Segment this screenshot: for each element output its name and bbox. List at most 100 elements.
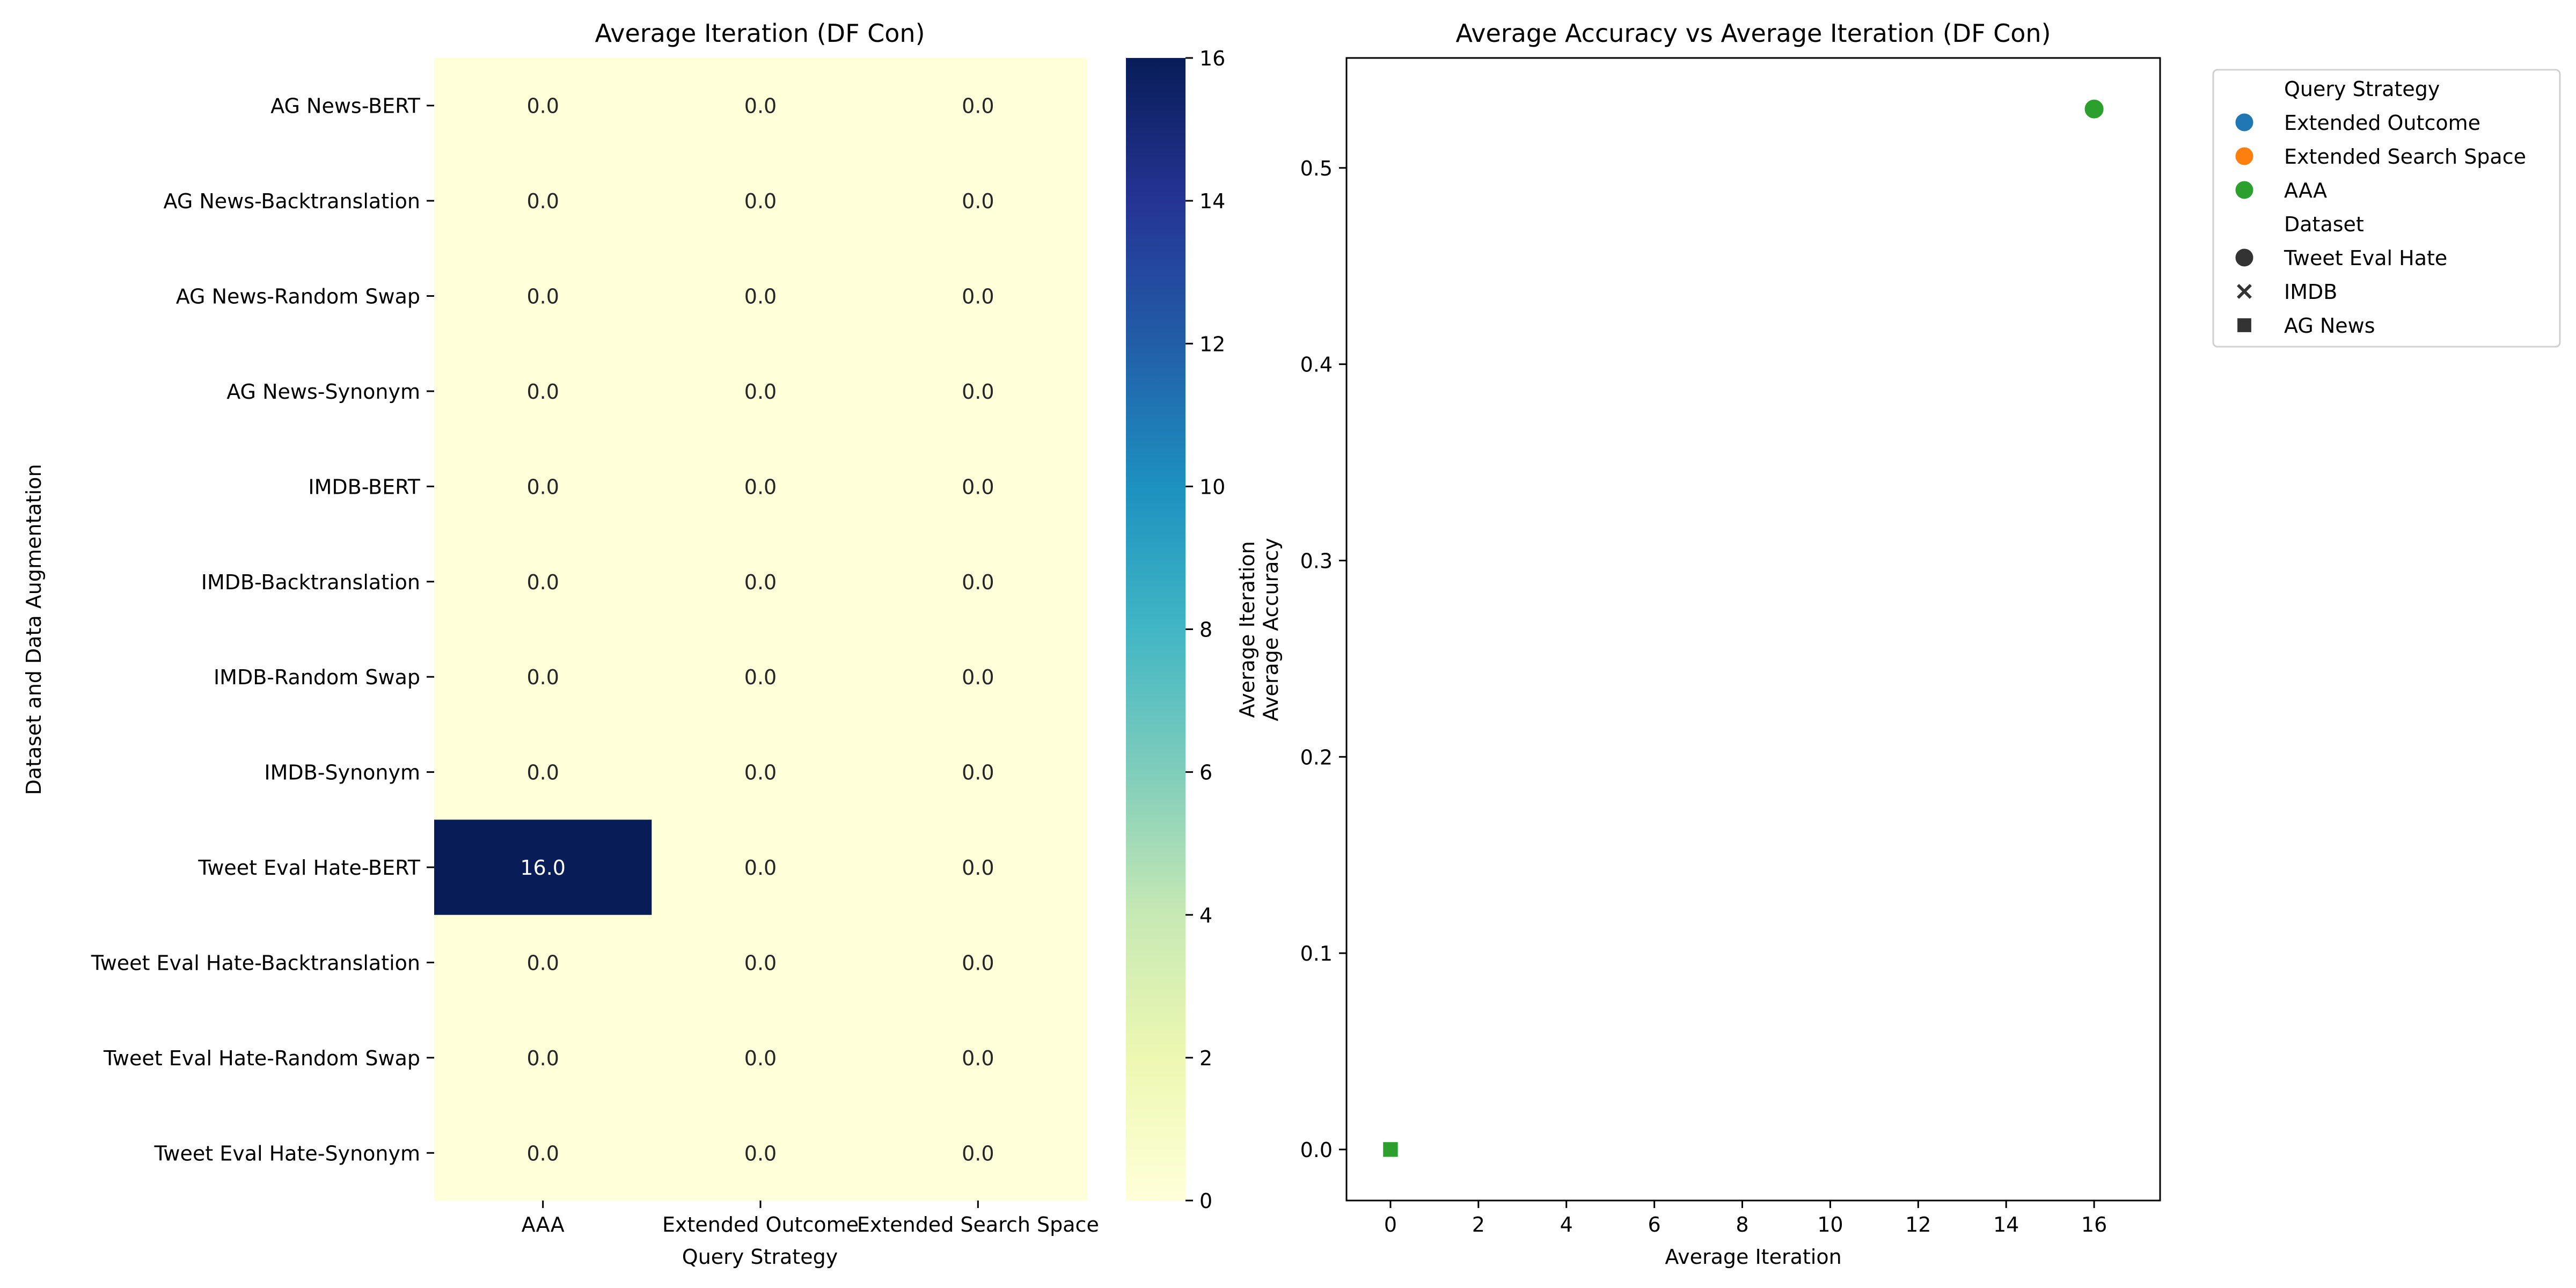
- heatmap-cell: [869, 438, 1087, 535]
- legend-entry-label: Tweet Eval Hate: [2284, 246, 2447, 270]
- heatmap-row-label: IMDB-BERT: [308, 475, 420, 499]
- heatmap-x-axis-label: Query Strategy: [682, 1245, 838, 1269]
- heatmap-cell-value: 0.0: [962, 951, 994, 975]
- heatmap-row-labels: AG News-BERT AG News-Backtranslation AG Ne…: [91, 94, 434, 1165]
- heatmap-cell: [652, 343, 870, 440]
- heatmap-cell-value: 0.0: [744, 1141, 777, 1165]
- colorbar-tick-label: 10: [1199, 475, 1225, 499]
- scatter-y-tick-label: 0.3: [1300, 549, 1333, 573]
- legend-entry-label: Extended Outcome: [2284, 111, 2480, 135]
- heatmap-cell: [869, 914, 1087, 1011]
- scatter-x-tick-label: 6: [1648, 1213, 1661, 1236]
- heatmap-cell: [434, 1010, 652, 1106]
- heatmap-cell: [869, 1010, 1087, 1106]
- colorbar-gradient: [1126, 58, 1185, 1201]
- heatmap-cell-value: 0.0: [526, 285, 559, 309]
- heatmap-cell: [652, 819, 870, 916]
- legend-entry-label: IMDB: [2284, 280, 2337, 304]
- heatmap-cell-value: 0.0: [526, 1046, 559, 1070]
- heatmap-cell-labels: 0.0 0.0 0.0 0.0 0.0 0.0 0.0 0.0 0.0 0.0 0.0 0.0 0.0 0…: [520, 94, 994, 1166]
- heatmap-cell: [434, 819, 652, 916]
- heatmap-cell: [434, 58, 652, 153]
- scatter-y-tick-label: 0.4: [1300, 353, 1333, 377]
- heatmap-cell-value: 0.0: [526, 475, 559, 499]
- legend-marker: [2234, 145, 2255, 167]
- legend-section-title: Dataset: [2284, 213, 2364, 236]
- heatmap-cell: [869, 534, 1087, 630]
- heatmap-cell: [869, 58, 1087, 153]
- heatmap-column-label: Extended Outcome: [662, 1213, 859, 1236]
- scatter-x-tick-label: 16: [2081, 1213, 2107, 1236]
- scatter-point: [2083, 98, 2105, 120]
- heatmap-row-label: AG News-Backtranslation: [164, 189, 420, 213]
- scatter-y-ticks: 0.0 0.1 0.2 0.3 0.4 0.5: [1300, 157, 1346, 1162]
- heatmap-cell: [434, 914, 652, 1011]
- heatmap-cell-value: 0.0: [962, 189, 994, 213]
- heatmap-cell: [652, 248, 870, 344]
- heatmap-cell: [434, 343, 652, 440]
- scatter-x-axis-label: Average Iteration: [1665, 1245, 1841, 1269]
- legend-marker: [2234, 179, 2255, 201]
- heatmap-cell-value: 0.0: [526, 380, 559, 404]
- heatmap-cell-value: 0.0: [526, 570, 559, 594]
- scatter-legend: Query Strategy Extended Outcome Extended S…: [2212, 69, 2561, 348]
- scatter-plot-frame: [1345, 57, 2161, 1202]
- heatmap-cell-value: 0.0: [962, 94, 994, 118]
- heatmap-cell-value: 0.0: [962, 761, 994, 785]
- heatmap-row-label: AG News-Synonym: [226, 380, 420, 404]
- heatmap-cell-value: 0.0: [962, 1046, 994, 1070]
- heatmap-row-label: Tweet Eval Hate-Backtranslation: [91, 951, 420, 975]
- legend-marker: [2236, 317, 2253, 334]
- heatmap-cell-value: 16.0: [520, 856, 566, 880]
- heatmap-row-label: Tweet Eval Hate-Random Swap: [103, 1046, 420, 1070]
- scatter-x-tick-label: 12: [1905, 1213, 1931, 1236]
- heatmap-cell: [434, 534, 652, 630]
- heatmap-row-label: AG News-Random Swap: [176, 285, 420, 309]
- heatmap-chart: Average Iteration (DF Con) 0.0 0.0 0.00.0 0…: [22, 19, 1099, 1269]
- scatter-x-tick-label: 14: [1993, 1213, 2019, 1236]
- colorbar-tick-label: 0: [1199, 1189, 1212, 1213]
- legend-section-title: Query Strategy: [2284, 77, 2440, 101]
- legend-marker: [2234, 112, 2255, 133]
- scatter-x-tick-label: 10: [1817, 1213, 1843, 1236]
- heatmap-row-label: IMDB-Synonym: [264, 761, 420, 785]
- heatmap-cell-value: 0.0: [744, 856, 777, 880]
- heatmap-cell-value: 0.0: [526, 94, 559, 118]
- heatmap-y-axis-label: Dataset and Data Augmentation: [22, 464, 46, 795]
- heatmap-cell-value: 0.0: [526, 665, 559, 689]
- colorbar-tick-label: 6: [1199, 761, 1212, 785]
- heatmap-cell: [652, 534, 870, 630]
- scatter-x-tick-label: 2: [1472, 1213, 1485, 1236]
- heatmap-cell-value: 0.0: [526, 1141, 559, 1165]
- heatmap-cell: [869, 153, 1087, 249]
- heatmap-cell-value: 0.0: [526, 951, 559, 975]
- colorbar-ticks: 0 2 4 6 8 10 12 14 16: [1185, 47, 1225, 1213]
- heatmap-cell-value: 0.0: [962, 665, 994, 689]
- heatmap-cell-value: 0.0: [962, 285, 994, 309]
- heatmap-cell-value: 0.0: [744, 1046, 777, 1070]
- heatmap-cell-value: 0.0: [526, 189, 559, 213]
- heatmap-column-label: AAA: [522, 1213, 565, 1236]
- legend-entry-label: AG News: [2284, 314, 2375, 338]
- heatmap-cell: [652, 1105, 870, 1201]
- colorbar-label-iteration: Average Iteration: [1235, 541, 1259, 718]
- legend-entry-label: Extended Search Space: [2284, 145, 2526, 169]
- legend-entry-label: AAA: [2284, 179, 2327, 202]
- scatter-x-tick-label: 8: [1736, 1213, 1748, 1236]
- heatmap-cell: [869, 819, 1087, 916]
- scatter-point: [1381, 1140, 1400, 1159]
- heatmap-cells: [434, 58, 1087, 1201]
- heatmap-cell: [434, 629, 652, 725]
- heatmap-cell: [652, 629, 870, 725]
- heatmap-cell-value: 0.0: [962, 856, 994, 880]
- heatmap-cell: [869, 248, 1087, 344]
- colorbar-tick-label: 12: [1199, 332, 1225, 356]
- heatmap-cell: [434, 438, 652, 535]
- heatmap-cell: [869, 1105, 1087, 1201]
- legend-items: Query Strategy Extended Outcome Extended S…: [2234, 77, 2526, 338]
- heatmap-cell-value: 0.0: [526, 761, 559, 785]
- heatmap-cell-value: 0.0: [744, 94, 777, 118]
- heatmap-cell: [434, 1105, 652, 1201]
